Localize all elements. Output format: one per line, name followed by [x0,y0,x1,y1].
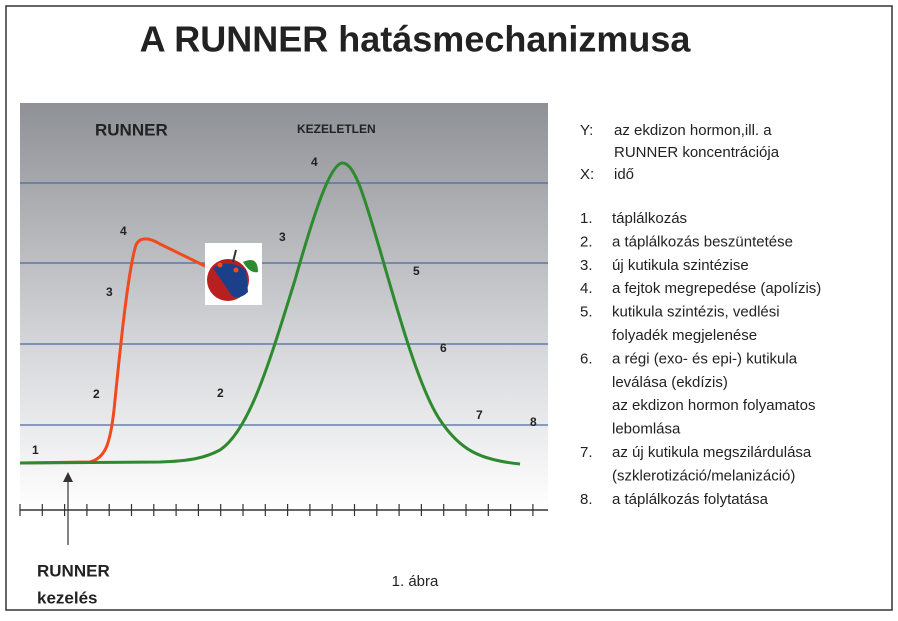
slide: A RUNNER hatásmechanizmusa RUNNER KEZELE… [0,0,898,616]
step-text: új kutikula szintézise [612,257,749,274]
step-number: 6. [580,350,593,367]
stage-label: 7 [476,408,483,422]
untreated-label: KEZELETLEN [297,122,376,136]
stage-label: 6 [440,341,447,355]
step-text: az ekdizon hormon folyamatos [612,397,815,414]
stage-label: 1 [32,443,39,457]
step-text: a régi (exo- és epi-) kutikula [612,350,798,367]
step-text: a táplálkozás beszüntetése [612,233,793,250]
legend-text: az ekdizon hormon,ill. a [614,122,772,139]
legend-text: idő [614,166,634,183]
step-number: 2. [580,233,593,250]
step-text: táplálkozás [612,210,687,227]
step-text: (szklerotizáció/melanizáció) [612,467,795,484]
step-number: 3. [580,257,593,274]
stage-label: 4 [120,224,127,238]
step-text: leválása (ekdízis) [612,374,728,391]
step-text: az új kutikula megszilárdulása [612,444,812,461]
runner-label: RUNNER [95,120,168,139]
step-text: a táplálkozás folytatása [612,491,769,508]
apple-icon [205,243,262,305]
stage-label: 3 [106,285,113,299]
stage-label: 8 [530,415,537,429]
step-number: 7. [580,444,593,461]
step-number: 8. [580,491,593,508]
treatment-label: RUNNER [37,561,110,580]
title: A RUNNER hatásmechanizmusa [140,19,692,60]
legend-text: RUNNER koncentrációja [614,144,780,161]
legend-key: Y: [580,122,593,139]
stage-label: 4 [311,155,318,169]
step-number: 5. [580,304,593,321]
step-number: 1. [580,210,593,227]
caption: 1. ábra [392,573,439,590]
step-text: kutikula szintézis, vedlési [612,304,780,321]
diagram: RUNNER KEZELETLEN 1 2 3 4 2 3 4 5 6 7 8 [20,103,548,545]
stage-label: 2 [93,387,100,401]
stage-label: 2 [217,386,224,400]
step-text: folyadék megjelenése [612,327,757,344]
legend-key: X: [580,166,594,183]
step-text: a fejtok megrepedése (apolízis) [612,280,821,297]
stage-label: 5 [413,264,420,278]
stage-label: 3 [279,230,286,244]
treatment-label: kezelés [37,588,98,607]
step-text: lebomlása [612,421,681,438]
step-number: 4. [580,280,593,297]
